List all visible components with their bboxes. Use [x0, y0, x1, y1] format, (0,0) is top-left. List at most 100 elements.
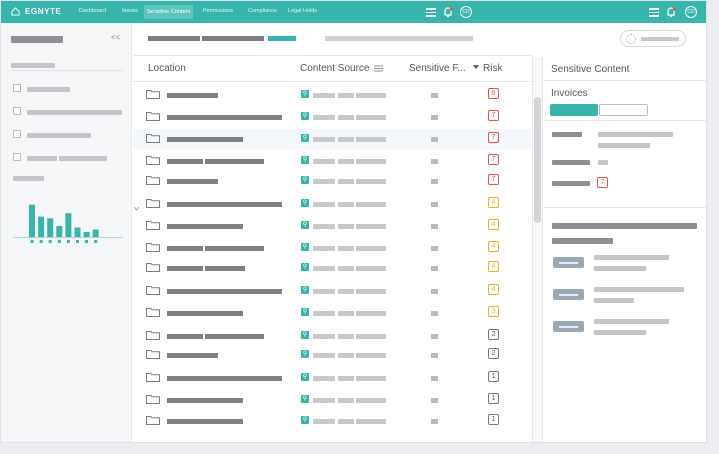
brand-logo[interactable]: EGNYTE — [25, 7, 62, 16]
location-path — [167, 334, 203, 339]
table-row[interactable]: ⚲ 4 — [133, 258, 531, 278]
nav-compliance[interactable]: Compliance — [248, 8, 278, 14]
bell-icon[interactable] — [442, 6, 454, 18]
sensitive-findings-count — [431, 224, 438, 229]
tab-secondary-button[interactable] — [599, 104, 648, 116]
table-row[interactable]: ⚲ 4 — [133, 238, 531, 258]
menu-icon[interactable] — [426, 6, 436, 18]
content-tag-button[interactable] — [553, 321, 584, 332]
detail-panel-title: Sensitive Content — [551, 64, 630, 75]
content-source-icon: ⚲ — [301, 395, 309, 403]
scrollbar-thumb[interactable] — [534, 97, 541, 223]
user-avatar-icon[interactable]: CD — [685, 6, 697, 18]
detail-panel: Sensitive Content Invoices 7 — [542, 57, 706, 442]
folder-icon — [146, 243, 160, 252]
top-nav: EGNYTE Dashboard Issues Sensitive Conten… — [1, 1, 706, 23]
folder-icon — [146, 416, 160, 425]
table-row[interactable]: ⚲ 3 — [133, 303, 531, 323]
content-source-text — [338, 159, 354, 164]
location-path — [167, 246, 203, 251]
app-window: EGNYTE Dashboard Issues Sensitive Conten… — [0, 0, 707, 443]
content-source-text — [356, 266, 386, 271]
column-header-content-source[interactable]: Content Source — [300, 63, 370, 74]
risk-score-badge: 2 — [488, 329, 499, 340]
content-source-text — [338, 246, 354, 251]
tab-primary-button[interactable] — [550, 104, 598, 116]
folder-icon — [146, 176, 160, 185]
nav-legal-holds[interactable]: Legal Holds — [288, 8, 318, 14]
location-path — [167, 159, 203, 164]
histogram-tick — [48, 240, 52, 243]
folder-icon — [146, 263, 160, 272]
filter-checkbox[interactable] — [13, 153, 21, 161]
folder-icon — [146, 331, 160, 340]
sort-desc-icon[interactable] — [473, 65, 479, 69]
breadcrumb-current[interactable] — [268, 36, 296, 41]
table-row[interactable]: ⚲ 7 — [133, 151, 531, 171]
location-path — [167, 311, 243, 316]
column-header-location[interactable]: Location — [148, 63, 186, 74]
location-path — [167, 398, 243, 403]
table-row[interactable]: ⚲ 1 — [133, 368, 531, 388]
nav-sensitive-content[interactable]: Sensitive Content — [144, 5, 194, 19]
column-header-sensitive-findings[interactable]: Sensitive F... — [409, 63, 466, 74]
content-source-text — [313, 419, 335, 424]
scan-status-pill[interactable] — [620, 30, 686, 47]
sensitive-findings-count — [431, 137, 438, 142]
table-row[interactable]: ⚲ 2 — [133, 326, 531, 346]
filter-option-label — [27, 156, 57, 161]
content-source-text — [313, 289, 335, 294]
content-tag-button[interactable] — [553, 257, 584, 268]
breadcrumb-item[interactable] — [148, 36, 200, 41]
nav-issues[interactable]: Issues — [122, 8, 138, 14]
table-row[interactable]: ⚲ 4 — [133, 194, 531, 214]
table-row[interactable]: ⚲ 2 — [133, 345, 531, 365]
histogram-bar — [38, 216, 45, 237]
content-source-text — [356, 311, 386, 316]
location-path — [205, 266, 245, 271]
table-row[interactable]: ⚲ 1 — [133, 411, 531, 431]
table-row[interactable]: ⚲ 4 — [133, 281, 531, 301]
folder-icon — [146, 134, 160, 143]
table-row[interactable]: ⚲ 7 — [133, 129, 531, 149]
tag-description — [594, 319, 669, 324]
breadcrumb-item[interactable] — [202, 36, 264, 41]
filter-option-label — [27, 87, 70, 92]
table-row[interactable]: ⚲ 4 — [133, 216, 531, 236]
risk-score-badge: 4 — [488, 197, 499, 208]
table-scrollbar[interactable] — [532, 57, 542, 442]
divider — [134, 55, 532, 56]
column-header-risk[interactable]: Risk — [483, 63, 503, 74]
tag-description — [594, 330, 646, 335]
filter-checkbox[interactable] — [13, 84, 21, 92]
filter-checkbox[interactable] — [13, 130, 21, 138]
folder-icon — [146, 90, 160, 99]
risk-score-badge: 4 — [488, 261, 499, 272]
histogram-tick — [94, 240, 98, 243]
content-tag-button[interactable] — [553, 289, 584, 300]
nav-dashboard[interactable]: Dashboard — [79, 8, 106, 14]
filter-checkbox[interactable] — [13, 107, 21, 115]
content-source-text — [356, 334, 386, 339]
table-row[interactable]: ⚲ 7 — [133, 171, 531, 191]
histogram-tick — [57, 240, 61, 243]
bell-icon[interactable] — [665, 6, 677, 18]
user-avatar-icon[interactable]: CD — [460, 6, 472, 18]
filter-list-icon[interactable] — [374, 65, 383, 72]
table-row[interactable]: ⚲ 7 — [133, 107, 531, 127]
home-icon[interactable] — [11, 7, 20, 16]
table-row[interactable]: ⚲ 8 — [133, 85, 531, 105]
tag-description — [594, 287, 684, 292]
divider — [133, 81, 531, 82]
section-heading — [552, 223, 697, 229]
risk-score-badge: 1 — [488, 371, 499, 382]
location-path — [167, 179, 218, 184]
chevron-down-icon[interactable] — [134, 207, 139, 211]
table-row[interactable]: ⚲ 1 — [133, 390, 531, 410]
nav-permissions[interactable]: Permissions — [203, 8, 233, 14]
menu-icon[interactable] — [649, 6, 659, 18]
location-path — [167, 266, 203, 271]
filter-option-label — [27, 133, 91, 138]
histogram-tick — [76, 240, 79, 243]
collapse-button[interactable]: << — [111, 33, 121, 42]
